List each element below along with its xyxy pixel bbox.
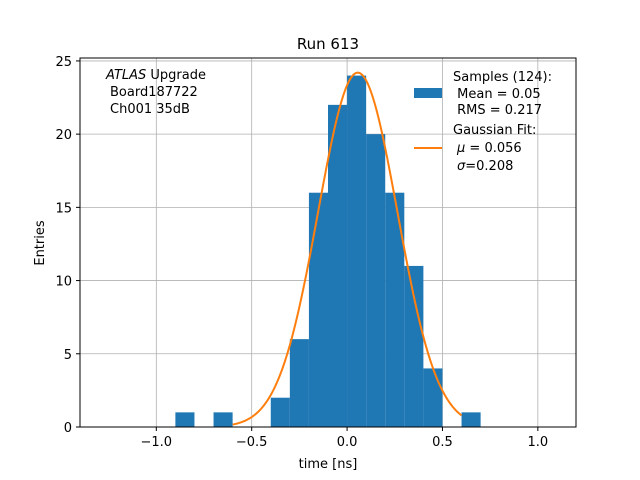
annotation-atlas: ATLAS bbox=[105, 68, 146, 83]
y-tick-label: 25 bbox=[55, 55, 72, 70]
y-tick-label: 15 bbox=[55, 201, 72, 216]
legend: Samples (124): Mean = 0.05 RMS = 0.217 G… bbox=[414, 70, 552, 174]
fit-curve-group bbox=[232, 71, 463, 426]
legend-mu-symbol: μ bbox=[456, 141, 465, 156]
histogram-bar bbox=[385, 192, 405, 427]
legend-fit-mu: μ = 0.056 bbox=[456, 141, 522, 156]
histogram-bar bbox=[423, 368, 443, 427]
y-tick-label: 0 bbox=[64, 421, 72, 436]
annotation-upgrade: Upgrade bbox=[146, 68, 206, 83]
legend-histogram-patch bbox=[414, 88, 442, 98]
chart-title: Run 613 bbox=[297, 35, 359, 53]
legend-fit-sigma: σ=0.208 bbox=[457, 159, 513, 174]
legend-mu-value: = 0.056 bbox=[465, 141, 521, 156]
gaussian-fit-curve bbox=[232, 71, 463, 426]
histogram-bar bbox=[328, 104, 348, 427]
histogram-bar bbox=[270, 397, 290, 427]
x-axis-label: time [ns] bbox=[299, 457, 358, 472]
legend-fit-title: Gaussian Fit: bbox=[453, 123, 536, 138]
x-tick-label: 0.0 bbox=[337, 435, 358, 450]
legend-sigma-symbol: σ bbox=[457, 159, 466, 174]
y-tick-label: 10 bbox=[55, 275, 72, 290]
y-axis-ticks: 0 5 10 15 20 25 bbox=[55, 55, 80, 436]
histogram-bar bbox=[213, 412, 233, 427]
y-axis-label: Entries bbox=[33, 220, 48, 266]
annotation-line-2: Board187722 bbox=[110, 85, 198, 100]
legend-mean: Mean = 0.05 bbox=[453, 87, 541, 102]
histogram-bar bbox=[175, 412, 195, 427]
annotation-line-1: ATLAS Upgrade bbox=[105, 68, 206, 83]
atlas-annotation: ATLAS Upgrade Board187722 Ch001 35dB bbox=[105, 68, 206, 117]
histogram-bars bbox=[175, 75, 481, 428]
legend-sigma-value: =0.208 bbox=[465, 159, 513, 174]
plot-frame bbox=[79, 57, 577, 428]
legend-rms: RMS = 0.217 bbox=[453, 103, 542, 118]
y-tick-label: 5 bbox=[64, 348, 72, 363]
x-tick-label: 0.5 bbox=[432, 435, 453, 450]
histogram-bar bbox=[404, 265, 424, 427]
histogram-bar bbox=[308, 192, 328, 427]
annotation-line-3: Ch001 35dB bbox=[110, 102, 190, 117]
legend-samples-title: Samples (124): bbox=[453, 70, 552, 85]
histogram-bar bbox=[366, 134, 386, 427]
y-tick-label: 20 bbox=[55, 128, 72, 143]
histogram-bar bbox=[347, 75, 367, 428]
histogram-bar bbox=[289, 339, 309, 427]
x-tick-label: −1.0 bbox=[141, 435, 173, 450]
x-tick-label: −0.5 bbox=[236, 435, 268, 450]
histogram-bar bbox=[461, 412, 481, 427]
x-axis-ticks: −1.0 −0.5 0.0 0.5 1.0 bbox=[141, 427, 549, 450]
x-tick-label: 1.0 bbox=[528, 435, 549, 450]
